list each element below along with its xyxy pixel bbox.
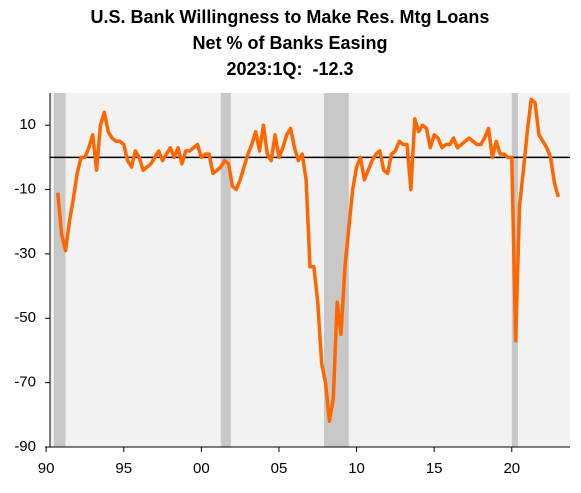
x-tick-label: 05	[271, 460, 288, 477]
y-tick-label: 10	[19, 116, 36, 133]
x-tick-label: 10	[348, 460, 365, 477]
x-tick-label: 00	[193, 460, 210, 477]
recession-shade	[220, 93, 231, 447]
chart-annotation: 2023:1Q: -12.3	[226, 59, 353, 79]
chart-subtitle: Net % of Banks Easing	[192, 33, 387, 53]
y-tick-label: -50	[14, 309, 36, 326]
y-tick-label: -30	[14, 245, 36, 262]
chart-title: U.S. Bank Willingness to Make Res. Mtg L…	[91, 7, 490, 27]
recession-shade	[53, 93, 66, 447]
data-line	[56, 97, 561, 423]
y-tick-label: -10	[14, 181, 36, 198]
y-tick-label: -70	[14, 374, 36, 391]
x-tick-label: 95	[115, 460, 132, 477]
x-tick-label: 90	[38, 460, 55, 477]
x-tick-label: 15	[426, 460, 443, 477]
y-tick-label: -90	[14, 438, 36, 455]
x-tick-label: 20	[503, 460, 520, 477]
